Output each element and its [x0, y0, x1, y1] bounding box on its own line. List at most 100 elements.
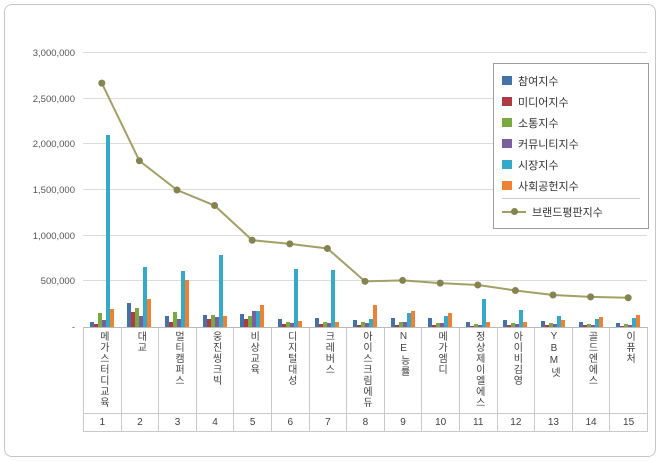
legend-swatch-icon — [502, 181, 512, 190]
category-label: NE능률 — [385, 328, 423, 414]
category-label: 아이스크림에듀 — [347, 328, 385, 414]
bar — [428, 318, 433, 327]
bar — [394, 324, 399, 327]
bar — [549, 323, 553, 327]
bar — [465, 321, 470, 327]
bar — [628, 325, 633, 327]
legend-item: 소통지수 — [502, 112, 640, 133]
bar — [89, 322, 94, 327]
rank-number: 9 — [385, 414, 423, 431]
category-label: 골드엔에스 — [573, 328, 611, 414]
y-tick-label: 2,500,000 — [32, 93, 75, 105]
bar — [448, 313, 453, 327]
legend-label: 커뮤니티지수 — [518, 138, 579, 151]
legend-item: 브랜드평판지수 — [502, 201, 640, 222]
legend-label: 시장지수 — [518, 159, 559, 172]
legend-label: 미디어지수 — [518, 96, 569, 109]
bar — [440, 323, 445, 327]
gridline — [83, 189, 647, 190]
bar — [444, 316, 449, 327]
bar — [202, 315, 207, 327]
line-marker — [624, 294, 632, 302]
bar — [169, 321, 173, 327]
bar — [507, 324, 512, 327]
category-label: 정상제이엘에스 — [460, 328, 498, 414]
bar — [281, 323, 286, 327]
legend-label: 브랜드평판지수 — [532, 206, 603, 219]
category-label: YBM넷 — [535, 328, 573, 414]
line-marker — [549, 291, 557, 299]
bar — [515, 323, 520, 327]
bar — [636, 315, 641, 327]
rank-number: 14 — [573, 414, 611, 431]
gridline — [83, 97, 647, 99]
gridline — [83, 143, 647, 145]
line-marker — [286, 240, 294, 248]
bar — [624, 324, 629, 327]
legend-label: 참여지수 — [518, 75, 559, 88]
category-label: 이퓨처 — [610, 328, 648, 414]
bar — [293, 268, 298, 327]
bar — [165, 316, 169, 327]
legend-line-marker-icon — [502, 207, 526, 216]
bar — [545, 325, 549, 327]
rank-number: 15 — [610, 414, 648, 431]
bar — [398, 322, 403, 327]
bar — [335, 321, 340, 327]
category-label: 대교 — [122, 328, 160, 414]
bar — [553, 324, 557, 327]
category-axis-labels: 메가스터디교육 대교 멀티캠퍼스 웅진씽크빅 비상교육 디지털대성 크레버스 아이스크림에듀 N… — [83, 327, 648, 414]
rank-number: 3 — [159, 414, 197, 431]
legend-separator — [502, 198, 640, 199]
bar — [256, 310, 261, 327]
category-label: 디지털대성 — [272, 328, 310, 414]
bar — [214, 316, 219, 327]
bar — [357, 324, 361, 327]
bar — [143, 266, 148, 327]
plot-area — [83, 52, 647, 327]
bar — [222, 316, 227, 327]
bar — [578, 322, 583, 327]
rank-number: 5 — [234, 414, 272, 431]
rank-number: 1 — [84, 414, 122, 431]
category-label: 메가스터디교육 — [84, 328, 122, 414]
bar — [147, 298, 152, 327]
category-label: 크레버스 — [310, 328, 348, 414]
y-tick-label: 3,000,000 — [32, 48, 75, 59]
line-series-layer — [98, 79, 632, 302]
rank-number: 7 — [310, 414, 348, 431]
line-marker — [211, 202, 219, 210]
line-marker — [173, 186, 181, 194]
bar — [327, 322, 332, 327]
bar — [620, 325, 625, 327]
bar — [101, 319, 106, 327]
bar — [323, 322, 328, 327]
legend-swatch-icon — [502, 97, 512, 106]
chart-frame: - 500,000 1,000,000 1,500,000 2,000,000 2,500… — [4, 4, 656, 457]
line-marker — [135, 157, 143, 165]
legend-item: 미디어지수 — [502, 91, 640, 112]
bar — [436, 322, 441, 327]
bar — [127, 303, 132, 327]
line-marker — [399, 276, 407, 284]
bar — [503, 320, 508, 327]
line-marker — [248, 236, 256, 244]
bar — [97, 313, 102, 327]
rank-axis-numbers: 1 2 3 4 5 6 7 8 9 10 11 12 13 14 15 — [83, 413, 648, 432]
bar — [598, 316, 603, 327]
bar — [402, 321, 407, 327]
legend-item: 참여지수 — [502, 70, 640, 91]
bar — [590, 324, 595, 327]
gridline — [83, 52, 647, 53]
bar — [181, 271, 185, 327]
bar — [365, 323, 369, 327]
bar — [511, 322, 516, 327]
bar — [477, 324, 482, 327]
bar — [109, 308, 114, 327]
bar — [616, 322, 621, 327]
line-marker — [474, 281, 482, 289]
bar — [93, 323, 98, 327]
rank-number: 6 — [272, 414, 310, 431]
gridline — [83, 234, 647, 236]
